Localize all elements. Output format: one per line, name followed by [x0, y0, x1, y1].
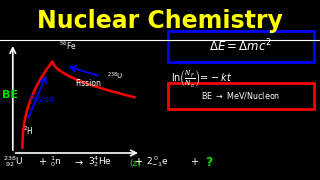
- Text: ?: ?: [205, 156, 212, 168]
- Text: $^{2}$H: $^{2}$H: [23, 124, 34, 137]
- Text: Fission: Fission: [75, 79, 101, 88]
- Text: 3$^{4}_{2}$He: 3$^{4}_{2}$He: [88, 155, 112, 169]
- Text: $^{238}_{\ 92}$U: $^{238}_{\ 92}$U: [3, 155, 23, 169]
- Text: BE $\rightarrow$ MeV/Nucleon: BE $\rightarrow$ MeV/Nucleon: [201, 90, 280, 101]
- Text: 2$^{\ 0}_{-1}$e: 2$^{\ 0}_{-1}$e: [146, 155, 168, 169]
- Text: $^{1}_{0}$n: $^{1}_{0}$n: [50, 155, 61, 169]
- Text: Nuclear Chemistry: Nuclear Chemistry: [37, 9, 283, 33]
- Text: +: +: [38, 157, 46, 167]
- Text: (z): (z): [130, 159, 141, 168]
- Text: BE: BE: [2, 90, 18, 100]
- Bar: [168, 83, 314, 109]
- Text: $\Delta E = \Delta mc^2$: $\Delta E = \Delta mc^2$: [209, 38, 272, 55]
- Text: Fusion: Fusion: [29, 94, 53, 103]
- Text: $\rightarrow$: $\rightarrow$: [73, 157, 84, 167]
- Bar: [168, 31, 314, 62]
- Text: $\ln\!\left(\frac{N_F}{N_o}\right)\!=\!-kt$: $\ln\!\left(\frac{N_F}{N_o}\right)\!=\!-…: [171, 67, 232, 89]
- Text: +: +: [134, 157, 141, 167]
- Text: $^{56}$Fe: $^{56}$Fe: [59, 40, 77, 52]
- Text: $^{238}$U: $^{238}$U: [107, 70, 123, 82]
- Text: +: +: [189, 157, 198, 167]
